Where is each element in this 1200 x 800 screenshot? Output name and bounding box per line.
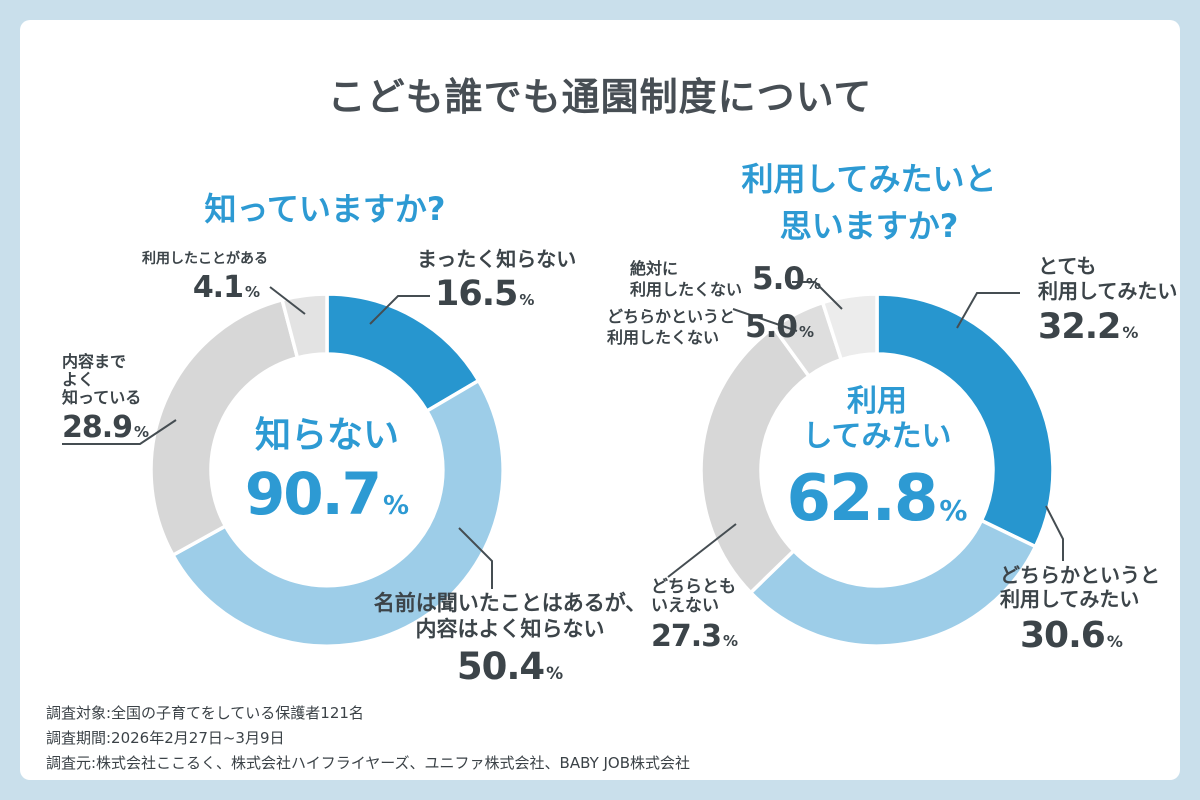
intent-chart-title-line2: 思いますか? [779,207,959,245]
leader-line-namae-wa-kiita [458,527,493,589]
donut-segment-4 [280,292,329,360]
survey-period: 調査期間:2026年2月27日~3月9日 [46,729,285,747]
callout-dochiraka-riyou-shitakunai: どちらかというと 利用したくない 5.0% [607,307,814,347]
callout-riyou-shita-koto-ga-aru: 利用したことがある 4.1% [142,251,268,305]
intent-chart-title-line1: 利用してみたいと [741,160,997,198]
leader-line-naiyou-made-yoku-shitteiru [62,419,177,445]
intent-center-text-line2: してみたい [802,419,952,454]
donut-segment-1 [875,292,1055,549]
donut-segment-3 [699,325,811,595]
intent-donut-chart [699,292,1055,648]
intent-center-text-line1: 利用 [847,384,907,419]
leader-line-zettai-riyou-shitakunai [792,281,843,310]
survey-source: 調査元:株式会社ここるく、株式会社ハイフライヤーズ、ユニファ株式会社、BABY … [46,754,691,772]
leader-line-dochiraka-riyou-shitakunai [732,308,798,332]
leader-line-totemo-riyou-shitemitai [956,292,1020,329]
awareness-donut-chart [149,292,505,648]
donut-segment-2 [748,518,1038,648]
callout-dochiratomo-ienai: どちらとも いえない 27.3% [651,577,739,655]
callout-dochiraka-riyou-shitemitai: どちらかというと 利用してみたい 30.6% [1000,563,1160,656]
donut-segment-3 [149,298,300,557]
callout-naiyou-made-yoku-shitteiru: 内容まで よく 知っている 28.9% [62,352,150,446]
donut-segment-5 [820,292,879,362]
leader-line-riyou-shita-koto-ga-aru [269,286,306,315]
leader-line-dochiraka-riyou-shitemitai [1045,505,1064,561]
intent-center-value: 62.8% [786,462,968,536]
donut-segment-2 [171,378,505,648]
awareness-center-text: 知らない [254,415,399,456]
callout-namae-wa-kiita: 名前は聞いたことはあるが、 内容はよく知らない 50.4% [373,591,647,688]
survey-target: 調査対象:全国の子育てをしている保護者121名 [46,704,364,722]
awareness-center-label: 知らない 90.7% [227,406,427,528]
callout-mattaku-shiranai: まったく知らない 16.5% [417,247,577,314]
leader-line-dochiratomo-ienai [667,523,737,578]
awareness-chart-title: 知っていますか? [204,190,446,228]
survey-notes: 調査対象:全国の子育てをしている保護者121名 調査期間:2026年2月27日~… [46,701,690,776]
callout-totemo-riyou-shitemitai: とても 利用してみたい 32.2% [1038,254,1178,347]
page-title: こども誰でも通園制度について [327,75,873,119]
callout-zettai-riyou-shitakunai: 絶対に 利用したくない 5.0% [630,259,821,299]
intent-center-label: 利用 してみたい 62.8% [762,384,992,536]
leader-line-mattaku-shiranai [369,295,430,325]
intent-chart-title: 利用してみたいと 思いますか? [704,156,1034,250]
awareness-center-value: 90.7% [244,460,410,528]
